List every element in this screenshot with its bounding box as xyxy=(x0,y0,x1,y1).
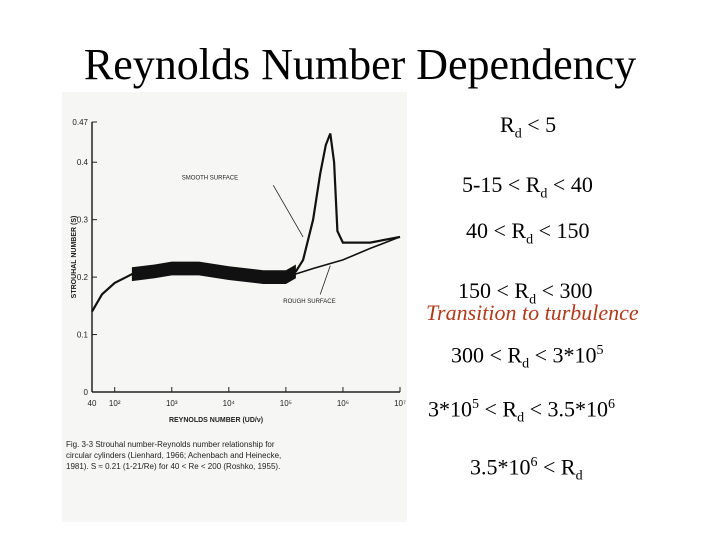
y-tick-label: 0.3 xyxy=(77,216,89,225)
x-tick-label: 40 xyxy=(88,399,97,408)
x-tick-label: 10⁶ xyxy=(337,399,349,408)
rough-surface-series xyxy=(285,236,401,278)
y-tick-label: 0.1 xyxy=(77,331,89,340)
x-tick-label: 10⁵ xyxy=(280,399,292,408)
figure-caption-line: circular cylinders (Lienhard, 1966; Ache… xyxy=(66,451,281,460)
x-tick-label: 10² xyxy=(109,399,121,408)
x-tick-label: 10⁷ xyxy=(394,399,406,408)
smooth-surface-annotation: SMOOTH SURFACE xyxy=(182,175,238,181)
strouhal-plot: 0.47 0.4 0.3 0.2 0.1 0 40 10² 10³ 10⁴ 10⁵ 10⁶ 10⁷ STR… xyxy=(66,118,406,471)
slide-title: Reynolds Number Dependency xyxy=(83,40,637,89)
y-tick-label: 0.2 xyxy=(77,273,89,282)
x-axis-label: REYNOLDS NUMBER (UD/ν) xyxy=(169,417,263,424)
scanned-figure: 0.47 0.4 0.3 0.2 0.1 0 40 10² 10³ 10⁴ 10⁵ 10⁶ 10⁷ STR… xyxy=(62,92,407,522)
y-tick-label: 0 xyxy=(84,388,89,397)
regime-1: Rd < 5 xyxy=(500,112,557,142)
figure-caption-line: 1981). S ≈ 0.21 (1-21/Re) for 40 < Re < … xyxy=(66,462,280,471)
data-scatter-band xyxy=(131,261,296,284)
transition-note: Transition to turbulence xyxy=(426,300,639,325)
smooth-surface-series xyxy=(91,133,401,313)
regime-2: 5-15 < Rd < 40 xyxy=(462,172,593,202)
regime-4: 150 < Rd < 300 xyxy=(458,278,593,308)
smooth-surface-arrow xyxy=(272,184,304,238)
y-tick-label: 0.47 xyxy=(72,118,88,127)
y-axis-label: STROUHAL NUMBER (S) xyxy=(71,216,78,299)
x-tick-label: 10³ xyxy=(166,399,178,408)
x-tick-label: 10⁴ xyxy=(223,399,236,408)
regime-7: 3.5*106 < Rd xyxy=(470,454,583,484)
regime-3: 40 < Rd < 150 xyxy=(466,218,590,248)
regime-5: 300 < Rd < 3*105 xyxy=(451,342,604,372)
rough-surface-arrow xyxy=(319,265,331,295)
figure-caption-line: Fig. 3-3 Strouhal number-Reynolds number… xyxy=(66,440,275,449)
rough-surface-annotation: ROUGH SURFACE xyxy=(283,299,335,305)
regime-6: 3*105 < Rd < 3.5*106 xyxy=(428,396,616,426)
y-tick-label: 0.4 xyxy=(77,158,89,167)
